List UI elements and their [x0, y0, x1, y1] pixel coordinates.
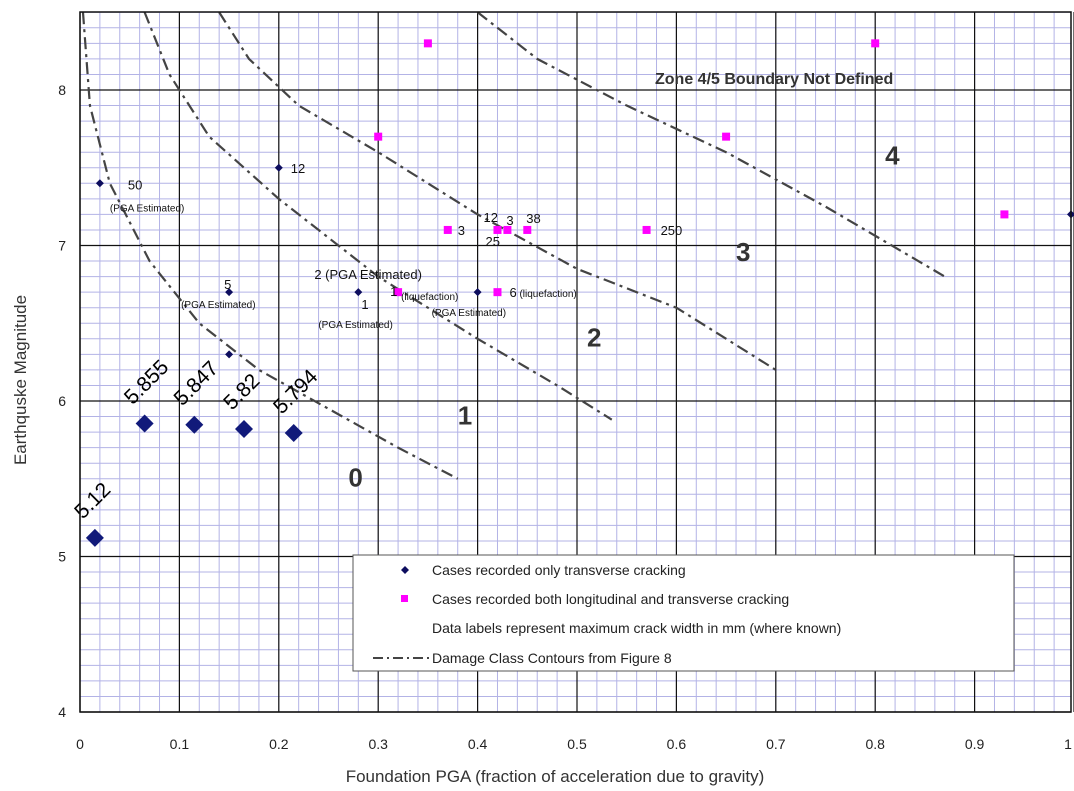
transverse-point — [225, 288, 234, 297]
legend-item-contours: Damage Class Contours from Figure 8 — [432, 650, 672, 666]
annotation-label: (PGA Estimated) — [432, 308, 506, 319]
highlight-data-label: 5.847 — [170, 357, 223, 410]
x-tick-label: 0.8 — [865, 736, 885, 752]
longitudinal-point — [1000, 210, 1009, 219]
longitudinal-point — [394, 288, 403, 297]
zone-label: 1 — [458, 400, 472, 430]
legend-item-transverse: Cases recorded only transverse cracking — [432, 562, 686, 578]
y-tick-label: 8 — [58, 82, 66, 98]
x-tick-label: 0.4 — [468, 736, 488, 752]
x-tick-label: 0.2 — [269, 736, 289, 752]
highlight-data-label: 5.82 — [219, 369, 264, 414]
transverse-point — [225, 350, 234, 359]
data-label: 3 — [458, 223, 465, 238]
y-axis-title: Earthquske Magnitude — [11, 295, 30, 465]
contour-line — [218, 11, 777, 371]
data-label: 12 — [291, 161, 305, 176]
longitudinal-point — [871, 39, 880, 48]
contour-line — [476, 11, 946, 278]
annotation-label: (PGA Estimated) — [181, 300, 255, 311]
data-label: 50 — [128, 177, 142, 192]
x-tick-label: 0.6 — [667, 736, 687, 752]
y-tick-label: 6 — [58, 393, 66, 409]
data-label: 1 — [361, 297, 368, 312]
longitudinal-point — [493, 288, 502, 297]
y-tick-label: 5 — [58, 549, 66, 565]
legend: Cases recorded only transverse cracking … — [352, 554, 1015, 672]
contour-line — [143, 11, 613, 421]
data-label: 250 — [661, 223, 683, 238]
transverse-point — [95, 179, 104, 188]
data-label: 12 — [483, 210, 497, 225]
annotation-label: (liquefaction) — [519, 289, 576, 300]
legend-square-marker — [401, 595, 408, 602]
transverse-point — [354, 288, 363, 297]
annotation-label: (PGA Estimated) — [110, 203, 184, 214]
x-tick-label: 0.9 — [965, 736, 985, 752]
plot-frame — [79, 11, 1072, 713]
longitudinal-point — [503, 225, 512, 234]
data-label: 5 — [224, 277, 231, 292]
highlight-point — [284, 424, 303, 443]
legend-item-longitudinal: Cases recorded both longitudinal and tra… — [432, 591, 789, 607]
data-label: 3 — [506, 213, 513, 228]
x-tick-label: 0.3 — [368, 736, 388, 752]
y-tick-label: 7 — [58, 238, 66, 254]
longitudinal-point — [642, 225, 651, 234]
x-tick-label: 0 — [76, 736, 84, 752]
x-tick-label: 0.5 — [567, 736, 587, 752]
legend-item-note: Data labels represent maximum crack widt… — [432, 620, 841, 636]
transverse-point — [274, 163, 283, 172]
highlight-data-label: 5.794 — [269, 365, 323, 419]
highlight-data-label: 5.12 — [70, 478, 115, 523]
data-points — [85, 39, 1074, 547]
data-label: 38 — [526, 211, 540, 226]
zone-label: 3 — [736, 237, 750, 267]
data-label: 25 — [485, 234, 499, 249]
x-tick-label: 0.7 — [766, 736, 786, 752]
legend-diamond-marker — [401, 566, 409, 574]
zone-label: 2 — [587, 323, 601, 353]
zone-label: 0 — [348, 463, 362, 493]
tick-labels: 0 0.1 0.2 0.3 0.4 0.5 0.6 0.7 0.8 0.9 1 4 5 6 7 8 — [58, 82, 1072, 752]
longitudinal-point — [443, 225, 452, 234]
x-tick-label: 1 — [1064, 736, 1072, 752]
longitudinal-point — [374, 132, 383, 141]
highlight-point — [185, 415, 204, 434]
annotation-label: (liquefaction) — [401, 292, 458, 303]
x-axis-title: Foundation PGA (fraction of acceleration… — [346, 767, 765, 786]
zone-boundary-note: Zone 4/5 Boundary Not Defined — [655, 71, 893, 88]
annotation-label: (PGA Estimated) — [318, 320, 392, 331]
legend-box — [352, 554, 1015, 672]
longitudinal-point — [722, 132, 731, 141]
annotation-label: 2 (PGA Estimated) — [314, 267, 422, 282]
highlight-point — [85, 528, 104, 547]
damage-contours — [81, 11, 946, 480]
longitudinal-point — [523, 225, 532, 234]
zone-label: 4 — [885, 141, 900, 171]
longitudinal-point — [423, 39, 432, 48]
x-tick-label: 0.1 — [170, 736, 190, 752]
highlight-point — [135, 414, 154, 433]
transverse-point — [473, 288, 482, 297]
longitudinal-point — [493, 225, 502, 234]
data-label: 1 — [390, 284, 397, 299]
data-label: 6 — [509, 285, 516, 300]
y-tick-label: 4 — [58, 704, 66, 720]
highlight-point — [235, 419, 254, 438]
